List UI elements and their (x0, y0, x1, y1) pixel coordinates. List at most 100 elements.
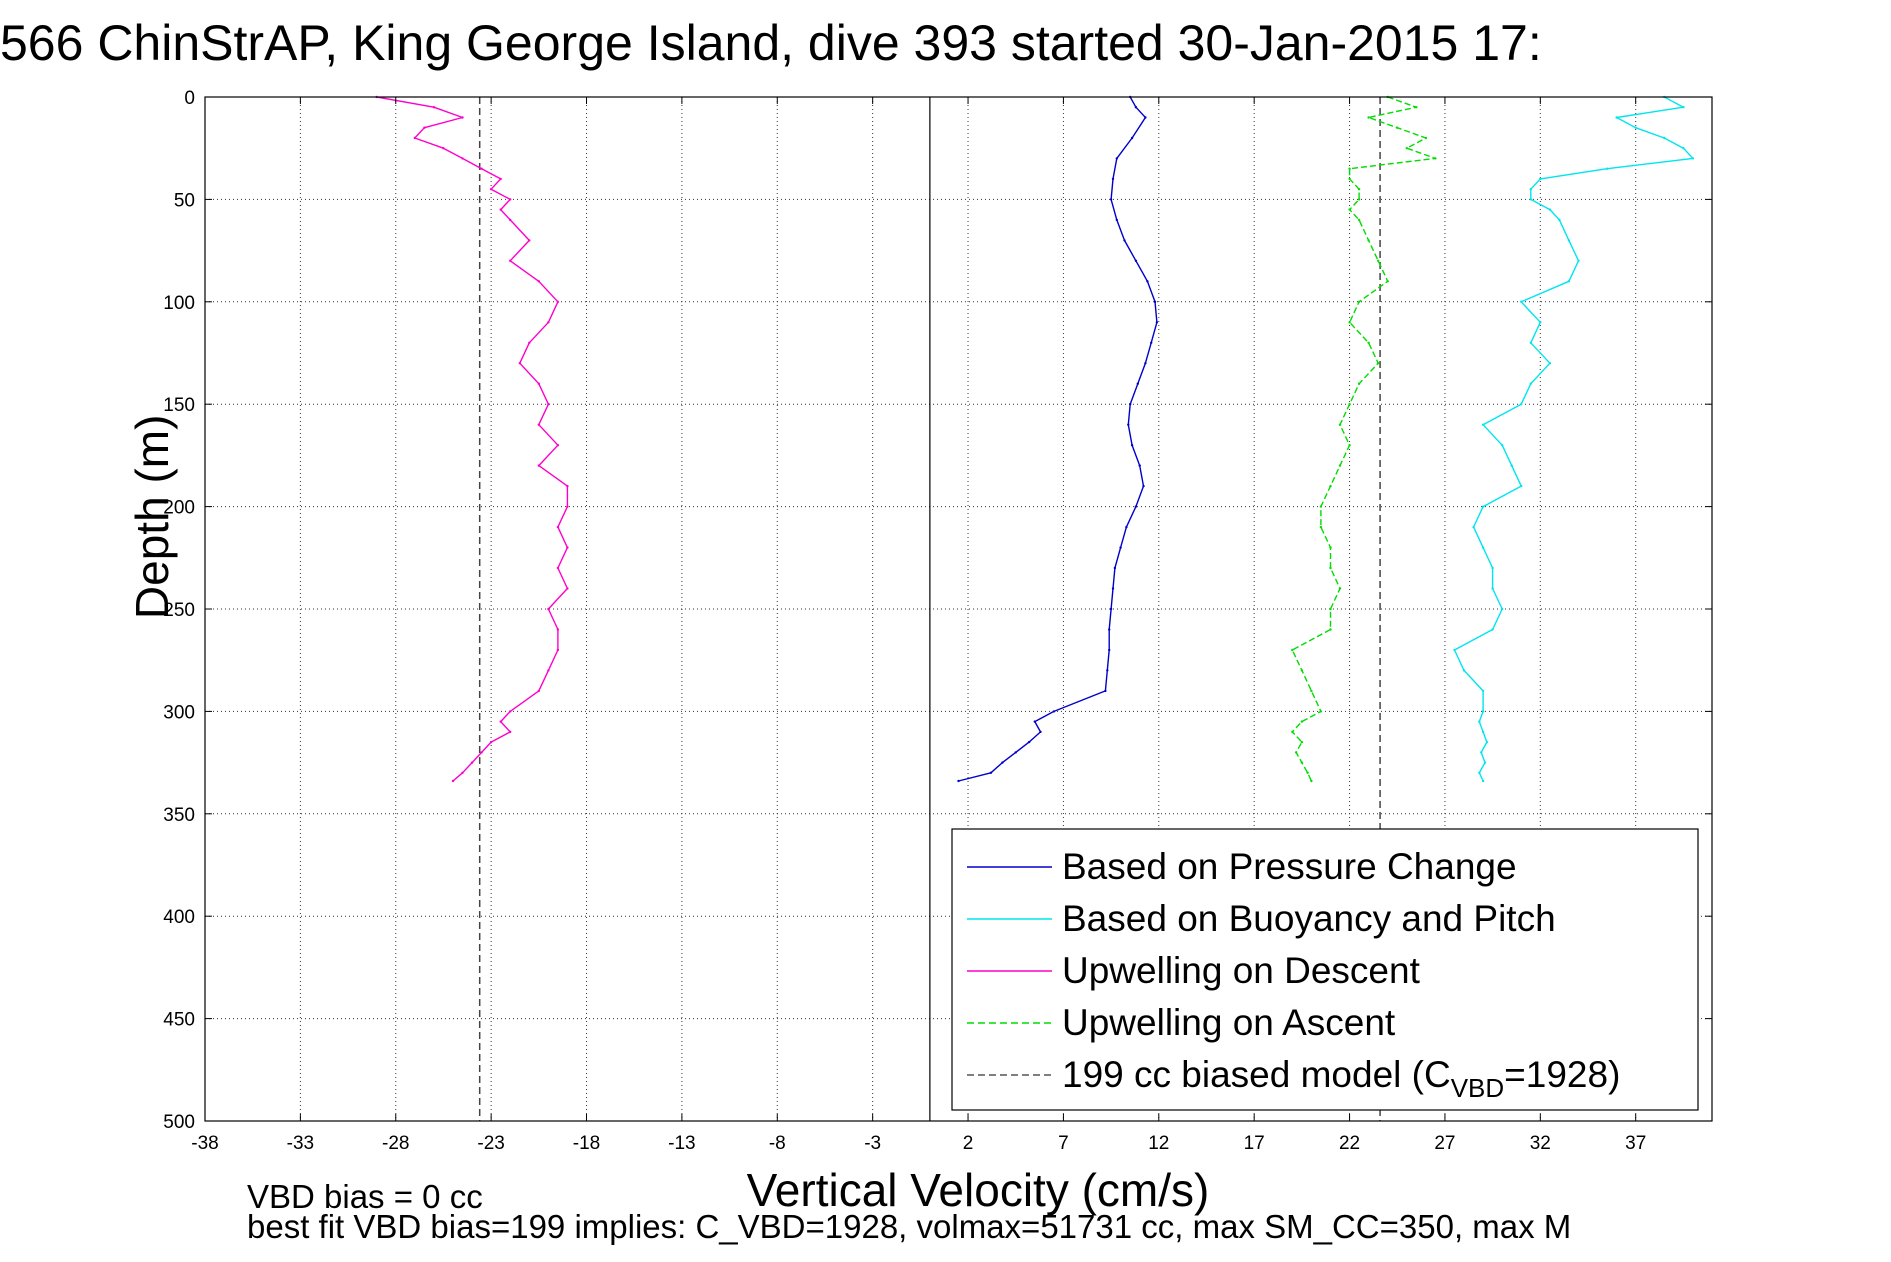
data-point (1115, 218, 1119, 222)
data-point (1481, 546, 1485, 549)
data-point (1377, 259, 1380, 262)
series-line (1453, 96, 1694, 782)
x-tick-label: -3 (864, 1133, 881, 1154)
data-point (499, 720, 502, 723)
data-point (1491, 628, 1494, 631)
data-point (1501, 607, 1504, 611)
data-point (1634, 126, 1637, 129)
data-point (1529, 198, 1533, 201)
data-point (547, 321, 550, 324)
data-point (1109, 607, 1113, 611)
data-point (537, 689, 540, 693)
data-point (1615, 116, 1618, 119)
x-tick-label: 12 (1148, 1133, 1169, 1154)
data-point (1472, 525, 1475, 529)
data-point (1108, 628, 1111, 631)
x-tick-label: 27 (1434, 1133, 1455, 1154)
data-point (1119, 546, 1122, 549)
data-point (528, 341, 531, 344)
data-point (1481, 689, 1485, 693)
data-point (518, 362, 521, 365)
data-point (1134, 505, 1138, 508)
data-point (556, 300, 560, 303)
data-point (1520, 300, 1523, 303)
data-point (528, 239, 531, 242)
data-point (413, 136, 416, 140)
legend: Based on Pressure Change Based on Buoyanc… (951, 828, 1699, 1111)
data-point (1485, 740, 1489, 744)
data-point (1138, 464, 1141, 467)
data-point (1348, 403, 1351, 406)
data-point (957, 779, 960, 783)
data-point (547, 403, 550, 406)
data-point (1529, 382, 1533, 385)
data-point (1548, 362, 1552, 365)
data-point (1113, 566, 1117, 570)
data-point (1367, 341, 1370, 344)
chart-title: 566 ChinStrAP, King George Island, dive … (0, 15, 1542, 71)
data-point (1357, 300, 1361, 303)
data-point (499, 177, 502, 181)
data-point (1348, 321, 1351, 324)
grid-lines (205, 97, 1712, 1121)
legend-label: Based on Buoyancy and Pitch (1062, 898, 1556, 939)
data-point (1434, 157, 1437, 160)
axis-ticks: -38 -33 -28 -23 -18 -13 -8 -3 2 7 12 17 22 27 32 370501… (163, 88, 1712, 1154)
x-axis-label: Vertical Velocity (cm/s) (747, 1164, 1210, 1216)
data-point (1453, 648, 1456, 652)
legend-box (951, 828, 1699, 1111)
data-point (480, 167, 483, 170)
data-point (1520, 403, 1523, 406)
data-point (451, 779, 455, 783)
legend-label: Upwelling on Ascent (1062, 1002, 1396, 1043)
data-point (537, 280, 540, 283)
data-point (1348, 167, 1351, 170)
data-point (547, 607, 550, 611)
y-tick-label: 450 (163, 1010, 195, 1031)
data-point (1386, 280, 1389, 283)
data-point (1529, 341, 1533, 344)
y-tick-label: 200 (163, 498, 195, 519)
y-tick-label: 100 (163, 293, 195, 314)
y-tick-label: 250 (163, 600, 195, 621)
data-point (489, 740, 493, 744)
data-point (1539, 177, 1542, 181)
data-point (1130, 136, 1134, 140)
data-point (1357, 198, 1361, 201)
y-tick-label: 400 (163, 907, 195, 928)
data-point (1605, 167, 1609, 170)
data-point (1510, 464, 1513, 467)
data-point (1558, 218, 1561, 222)
data-point (1396, 126, 1399, 129)
data-point (1319, 710, 1323, 713)
data-point (1478, 771, 1481, 774)
data-point (509, 198, 512, 201)
x-tick-label: -28 (382, 1133, 409, 1154)
data-point (509, 730, 512, 734)
data-point (1348, 444, 1351, 447)
x-tick-label: 22 (1339, 1133, 1360, 1154)
data-point (1306, 771, 1309, 774)
data-point (1348, 208, 1351, 211)
data-point (489, 188, 493, 191)
series-2 (1453, 95, 1695, 783)
data-point (1491, 587, 1494, 590)
data-point (1691, 157, 1695, 160)
data-point (1501, 444, 1504, 447)
data-point (1682, 106, 1685, 109)
data-point (1310, 779, 1313, 783)
data-point (1462, 669, 1466, 672)
data-point (1052, 710, 1056, 713)
data-point (1329, 484, 1332, 488)
x-tick-label: -33 (287, 1133, 314, 1154)
data-point (1127, 423, 1130, 426)
data-point (1481, 710, 1485, 713)
data-series (375, 95, 1695, 783)
series-1 (957, 95, 1159, 783)
legend-subscript: VBD (1451, 1073, 1504, 1103)
data-point (1134, 106, 1138, 109)
data-point (537, 464, 540, 467)
data-point (1567, 239, 1571, 242)
data-point (1329, 546, 1332, 549)
data-point (1357, 382, 1361, 385)
